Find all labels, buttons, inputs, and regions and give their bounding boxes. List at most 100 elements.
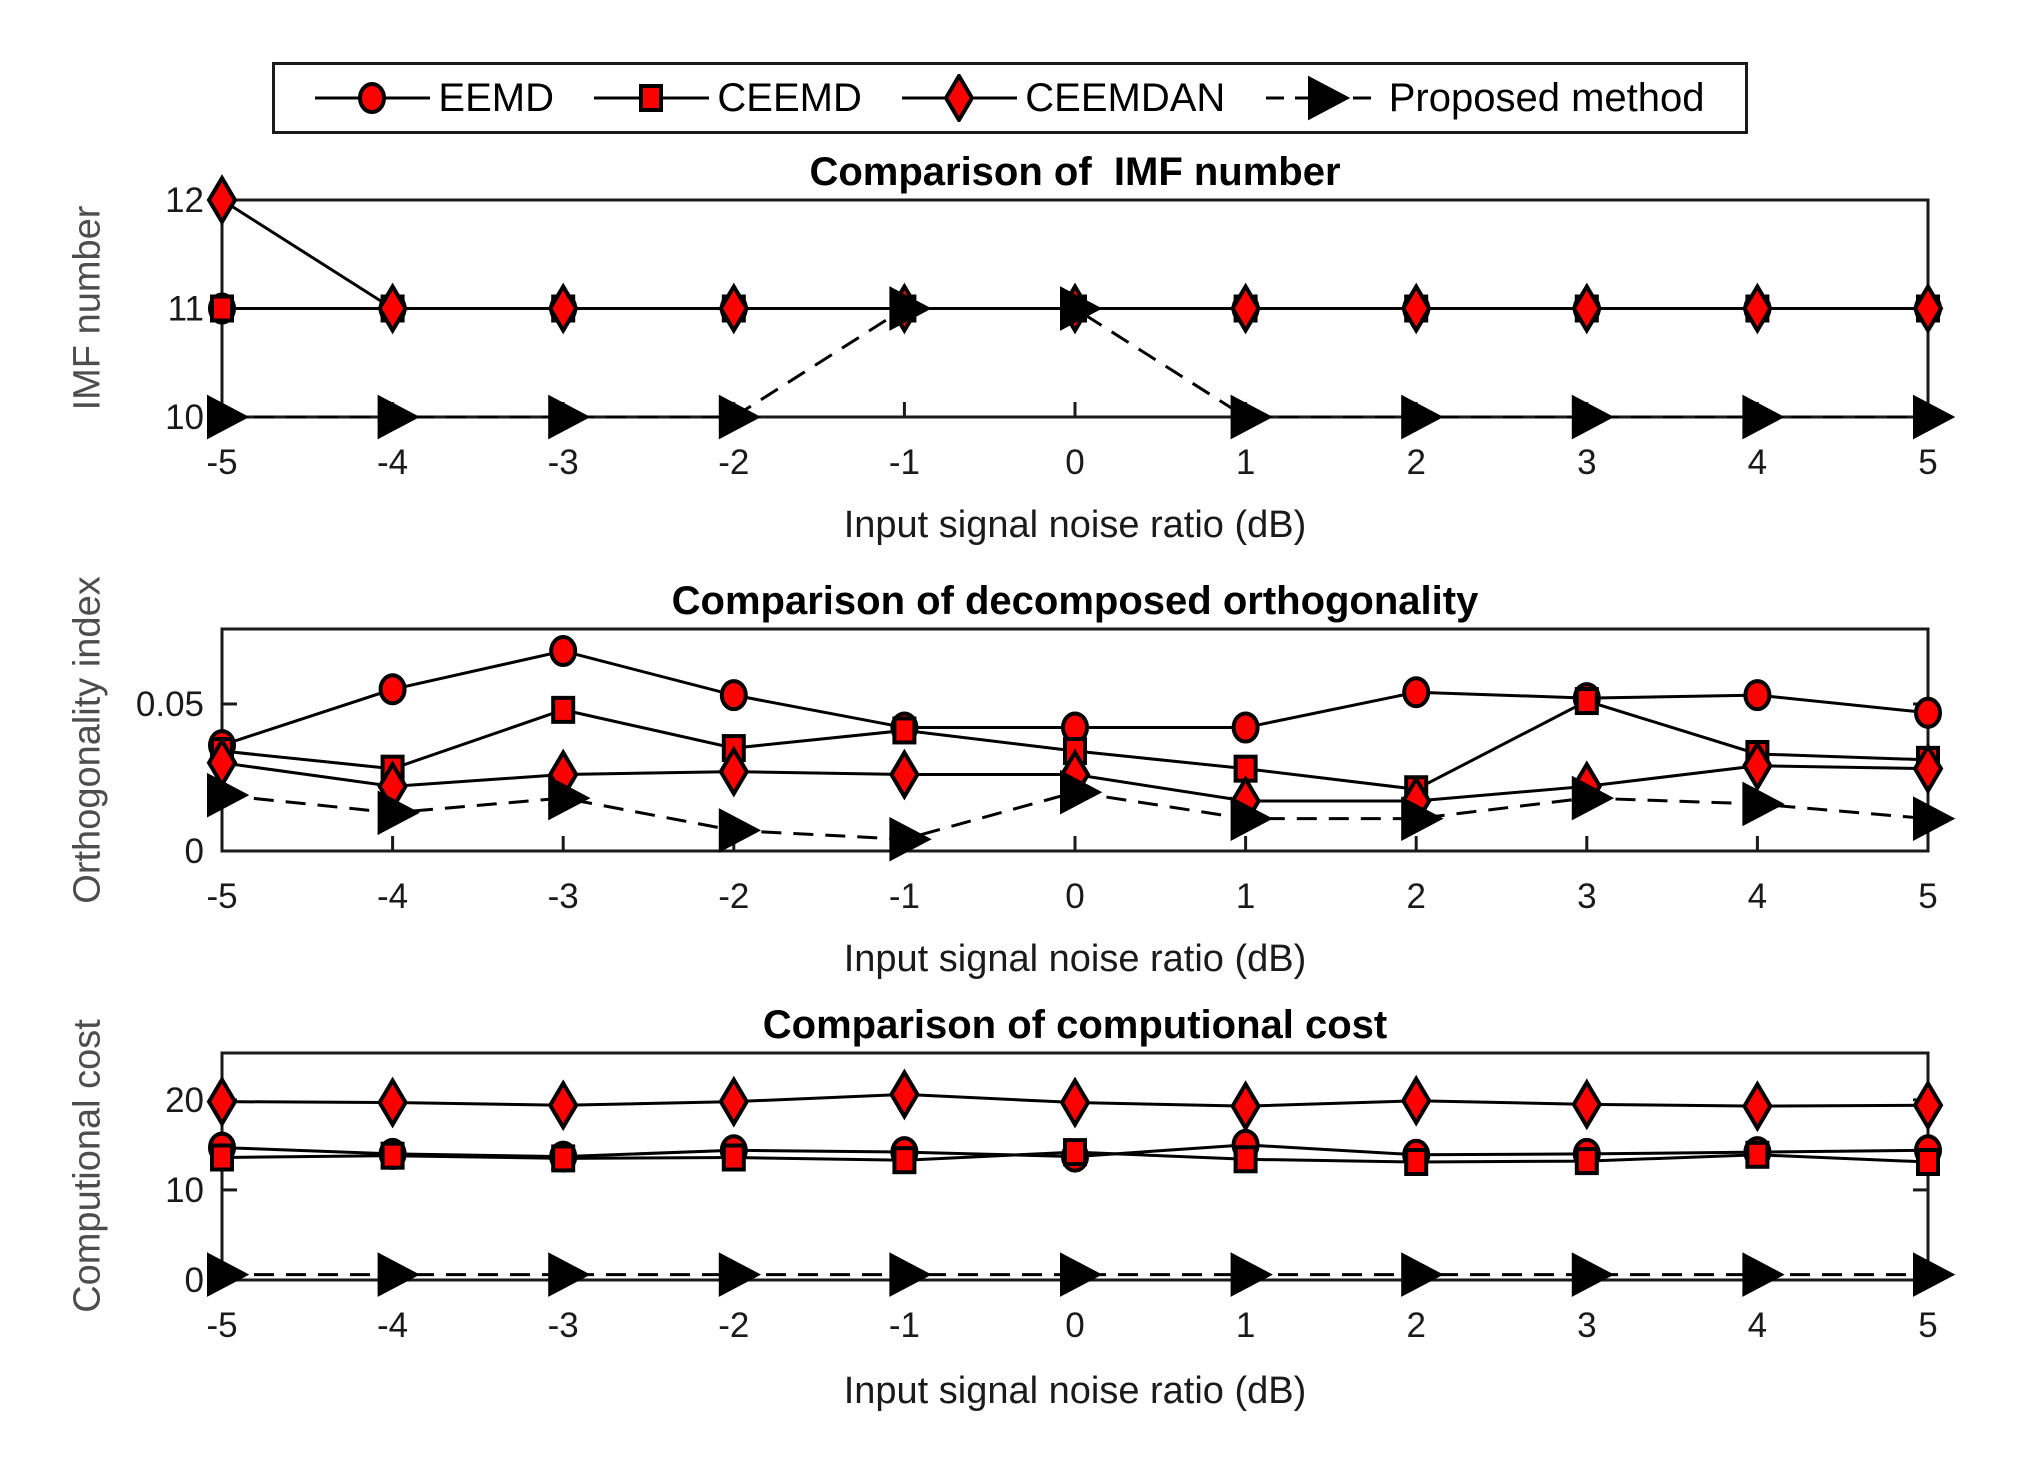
- triangle-marker-icon: [1742, 394, 1785, 440]
- triangle-marker-icon: [1230, 394, 1273, 440]
- legend-item-ceemdan: CEEMDAN: [902, 74, 1225, 122]
- triangle-marker-icon: [889, 286, 932, 331]
- diamond-marker-icon: [547, 1079, 579, 1132]
- x-tick-label: -4: [377, 443, 408, 482]
- diamond-marker-icon: [1742, 739, 1773, 792]
- legend-box: EEMD CEEMD CEEMDAN Proposed method: [272, 62, 1748, 134]
- circle-marker-icon: [1402, 676, 1431, 709]
- series-markers-ceemd: [210, 1138, 1940, 1176]
- legend-item-proposed-method: Proposed method: [1265, 74, 1705, 122]
- proposed-method-line-marker-icon: [1265, 75, 1381, 121]
- x-tick-label: 0: [1065, 1306, 1084, 1345]
- legend-item-ceemd: CEEMD: [594, 74, 862, 122]
- triangle-marker-icon: [1060, 1252, 1103, 1297]
- triangle-marker-icon: [377, 394, 420, 440]
- square-marker-icon: [1063, 1138, 1087, 1167]
- square-marker-icon: [1574, 1147, 1599, 1176]
- triangle-marker-icon: [207, 772, 250, 818]
- diamond-marker-icon: [1912, 282, 1944, 335]
- y-tick-label: 0: [185, 1261, 204, 1300]
- triangle-marker-icon: [1913, 1252, 1956, 1297]
- triangle-marker-icon: [207, 1252, 250, 1297]
- diamond-marker-icon: [1400, 282, 1432, 335]
- subplot-3: 0 10 20 -5 -4 -3 -2 -1 0 1 2 3 4 5: [165, 1051, 1956, 1345]
- triangle-marker-icon: [1230, 796, 1273, 841]
- triangle-marker-icon: [1401, 1252, 1444, 1297]
- triangle-marker-icon: [1401, 796, 1444, 841]
- x-tick-label: 4: [1748, 443, 1767, 482]
- diamond-marker-icon: [1230, 1080, 1261, 1133]
- diamond-marker-icon: [206, 174, 238, 226]
- legend-label: CEEMDAN: [1025, 75, 1226, 120]
- square-marker-icon: [551, 695, 576, 724]
- series-markers-proposed-method: [207, 1252, 1956, 1297]
- y-tick-label: 0.05: [136, 685, 204, 724]
- triangle-marker-icon: [1913, 394, 1956, 440]
- square-marker-icon: [1745, 1140, 1770, 1169]
- triangle-marker-icon: [548, 394, 591, 440]
- x-tick-label: -3: [548, 877, 579, 916]
- x-tick-label: 2: [1406, 877, 1425, 916]
- diamond-marker-icon: [1230, 282, 1261, 335]
- x-tick-label: 3: [1577, 1306, 1596, 1345]
- triangle-marker-icon: [718, 1252, 762, 1297]
- triangle-marker-icon: [1571, 775, 1615, 821]
- square-marker-icon: [210, 1143, 234, 1172]
- series-markers-ceemdan: [206, 174, 1944, 335]
- circle-marker-icon: [358, 82, 387, 114]
- x-tick-label: 0: [1065, 877, 1084, 916]
- legend-item-eemd: EEMD: [315, 74, 554, 122]
- square-marker-icon: [380, 1141, 405, 1170]
- diamond-marker-icon: [889, 1068, 920, 1121]
- x-tick-label: -1: [889, 1306, 920, 1345]
- x-tick-label: 5: [1918, 443, 1937, 482]
- x-tick-label: -4: [377, 877, 408, 916]
- y-tick-label: 11: [168, 290, 204, 329]
- subplot1-y-axis-label: IMF number: [66, 205, 109, 411]
- triangle-marker-icon: [718, 808, 762, 853]
- square-marker-icon: [1404, 1147, 1429, 1176]
- triangle-marker-icon: [889, 816, 932, 862]
- diamond-marker-icon: [1742, 1080, 1773, 1133]
- x-tick-label: -3: [548, 1306, 579, 1345]
- subplot2-x-axis-label: Input signal noise ratio (dB): [843, 938, 1307, 980]
- x-tick-label: -5: [206, 443, 237, 482]
- y-tick-label: 12: [165, 181, 204, 220]
- triangle-marker-icon: [1913, 796, 1956, 841]
- x-tick-label: -2: [718, 1306, 749, 1345]
- x-tick-label: 3: [1577, 877, 1596, 916]
- diamond-marker-icon: [206, 1075, 238, 1128]
- circle-marker-icon: [549, 635, 578, 668]
- triangle-marker-icon: [1230, 1252, 1273, 1297]
- subplot3-y-axis-label: Computional cost: [66, 1019, 109, 1313]
- legend-label: CEEMD: [717, 75, 862, 120]
- triangle-marker-icon: [1060, 769, 1103, 815]
- subplot3-title: Comparison of computional cost: [762, 1003, 1388, 1047]
- eemd-line-marker-icon: [315, 82, 431, 114]
- series-markers-ceemdan: [206, 1068, 1944, 1133]
- diamond-marker-icon: [718, 1075, 750, 1128]
- x-tick-label: -2: [718, 443, 749, 482]
- subplot2-y-axis-label: Orthogonality index: [66, 576, 109, 904]
- x-tick-label: 5: [1918, 877, 1937, 916]
- triangle-marker-icon: [1401, 394, 1444, 440]
- x-tick-label: 1: [1236, 1306, 1255, 1345]
- triangle-marker-icon: [548, 775, 591, 821]
- subplot3-x-axis-label: Input signal noise ratio (dB): [843, 1370, 1307, 1412]
- square-marker-icon: [892, 716, 917, 745]
- ceemd-line-marker-icon: [594, 84, 710, 112]
- subplot1-title: Comparison of IMF number: [809, 150, 1341, 194]
- diamond-marker-icon: [1571, 1078, 1603, 1131]
- square-marker-icon: [1916, 1147, 1940, 1176]
- triangle-marker-icon: [1571, 1252, 1615, 1297]
- square-marker-icon: [721, 1143, 746, 1172]
- x-tick-label: -1: [889, 877, 920, 916]
- triangle-marker-icon: [1060, 286, 1103, 331]
- circle-marker-icon: [1914, 696, 1942, 729]
- square-marker-icon: [1574, 687, 1599, 716]
- diamond-marker-icon: [1400, 1074, 1432, 1127]
- square-marker-icon: [210, 294, 234, 323]
- diamond-marker-icon: [718, 282, 750, 335]
